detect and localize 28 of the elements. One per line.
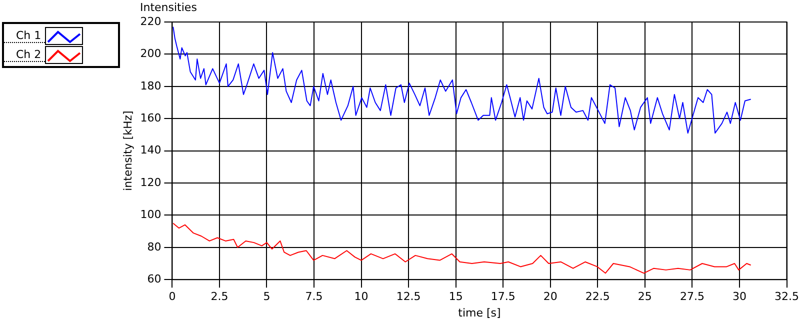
x-tick-label: 7.5 (305, 290, 323, 304)
x-tick-label: 27.5 (680, 290, 704, 304)
x-tick-label: 15 (448, 290, 463, 304)
y-axis-title: intensity [kHz] (121, 110, 134, 191)
y-tick-label: 140 (140, 144, 162, 157)
x-tick-label: 32.5 (774, 290, 800, 304)
y-tick-label: 160 (140, 111, 162, 124)
chart-title: Intensities (140, 1, 197, 14)
x-tick-label: 20 (543, 290, 558, 304)
x-axis-title: time [s] (458, 306, 501, 320)
x-tick-label: 30 (732, 290, 746, 304)
y-tick-label: 120 (140, 176, 162, 189)
x-tick-label: 5 (263, 290, 270, 304)
y-tick-label: 100 (140, 208, 162, 222)
legend-label: Ch 2 (4, 48, 46, 62)
x-tick-label: 25 (638, 290, 652, 304)
y-tick-label: 220 (140, 14, 162, 28)
x-tick-label: 12.5 (396, 290, 421, 304)
x-tick-label: 2.5 (210, 290, 228, 304)
y-tick-label: 200 (140, 47, 162, 60)
legend-label: Ch 1 (4, 28, 46, 42)
y-tick-label: 180 (140, 79, 162, 92)
x-tick-label: 17.5 (490, 290, 516, 304)
y-tick-label: 80 (147, 240, 162, 254)
y-tick-label: 60 (147, 272, 162, 286)
x-tick-label: 0 (168, 290, 176, 304)
x-tick-label: 10 (354, 290, 368, 304)
x-tick-label: 22.5 (585, 290, 610, 304)
